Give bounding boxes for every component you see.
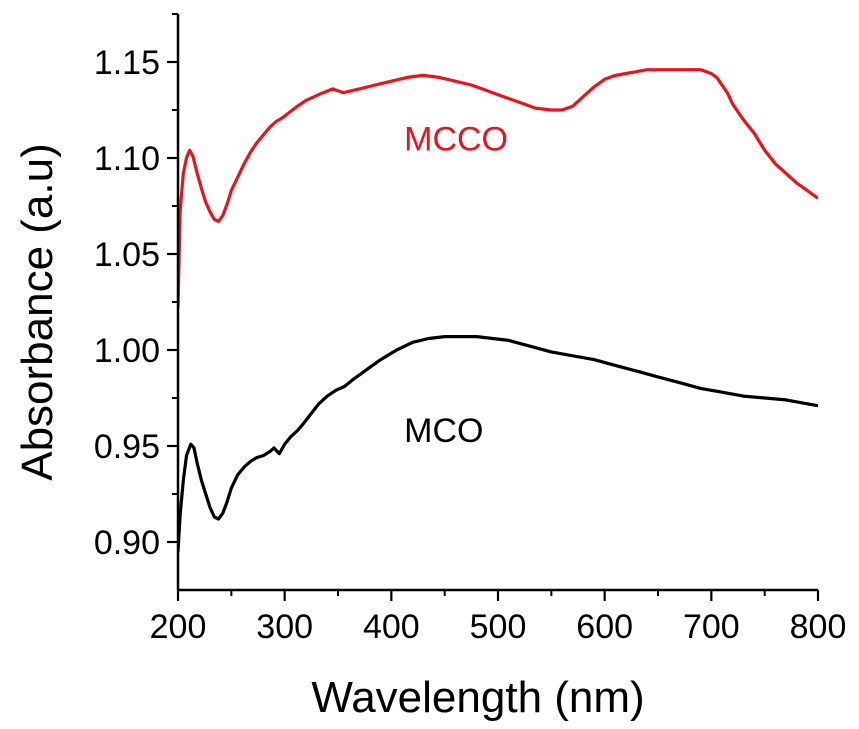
series-line-mcco	[178, 68, 818, 308]
y-tick-label: 1.00	[94, 332, 160, 370]
series-label-mco: MCO	[404, 412, 483, 450]
x-tick-label: 600	[576, 608, 633, 646]
series-label-mcco: MCCO	[404, 120, 508, 158]
x-axis-label: Wavelength (nm)	[311, 673, 644, 722]
y-tick-label: 1.15	[94, 44, 160, 82]
series-layer	[178, 68, 818, 552]
y-tick-label: 1.05	[94, 236, 160, 274]
x-tick-label: 300	[256, 608, 313, 646]
series-line-mco	[178, 335, 818, 552]
labels-layer: MCCO MCO 200 300 400 500 600 700 800 0.90 0.95 1.00…	[13, 44, 846, 722]
y-tick-label: 0.90	[94, 524, 160, 562]
axes-layer	[176, 14, 818, 592]
y-tick-label: 1.10	[94, 140, 160, 178]
x-tick-label: 800	[790, 608, 847, 646]
x-tick-label: 500	[470, 608, 527, 646]
y-tick-label: 0.95	[94, 428, 160, 466]
y-axis-label: Absorbance (a.u)	[13, 143, 62, 481]
ticks-layer	[167, 13, 820, 601]
x-tick-label: 400	[363, 608, 420, 646]
x-tick-label: 200	[150, 608, 207, 646]
x-tick-label: 700	[683, 608, 740, 646]
